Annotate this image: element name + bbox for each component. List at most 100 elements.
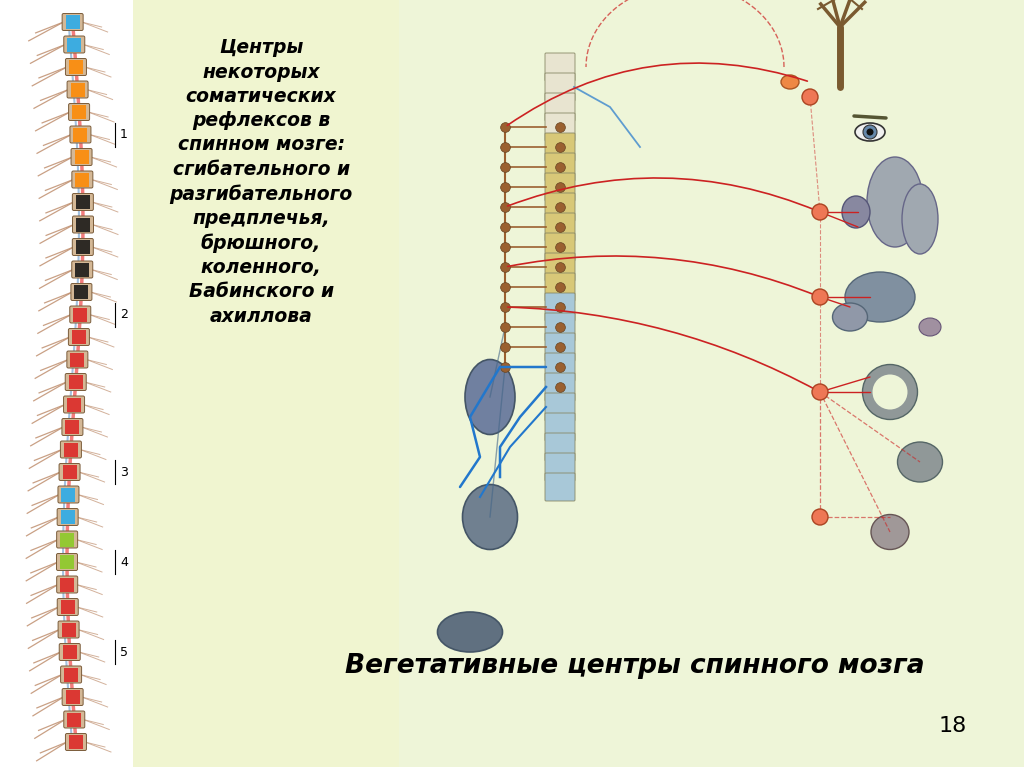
Ellipse shape xyxy=(465,360,515,434)
FancyBboxPatch shape xyxy=(76,195,90,209)
FancyBboxPatch shape xyxy=(72,261,93,278)
Ellipse shape xyxy=(897,442,942,482)
Ellipse shape xyxy=(919,318,941,336)
FancyBboxPatch shape xyxy=(76,240,90,254)
Ellipse shape xyxy=(812,384,828,400)
FancyBboxPatch shape xyxy=(68,713,81,726)
FancyBboxPatch shape xyxy=(63,711,85,728)
Text: 2: 2 xyxy=(120,308,128,321)
FancyBboxPatch shape xyxy=(62,689,83,706)
FancyBboxPatch shape xyxy=(63,36,85,53)
FancyBboxPatch shape xyxy=(75,285,88,299)
FancyBboxPatch shape xyxy=(69,104,89,120)
Text: 1: 1 xyxy=(120,128,128,141)
FancyBboxPatch shape xyxy=(65,667,78,682)
Ellipse shape xyxy=(842,196,870,228)
FancyBboxPatch shape xyxy=(66,15,80,29)
FancyBboxPatch shape xyxy=(70,306,91,323)
FancyBboxPatch shape xyxy=(69,60,83,74)
FancyBboxPatch shape xyxy=(72,330,86,344)
FancyBboxPatch shape xyxy=(59,463,80,480)
FancyBboxPatch shape xyxy=(545,333,575,361)
FancyBboxPatch shape xyxy=(545,73,575,101)
Ellipse shape xyxy=(872,374,907,410)
Bar xyxy=(133,0,399,767)
FancyBboxPatch shape xyxy=(545,213,575,241)
FancyBboxPatch shape xyxy=(57,598,78,615)
FancyBboxPatch shape xyxy=(60,510,75,524)
Ellipse shape xyxy=(802,89,818,105)
FancyBboxPatch shape xyxy=(545,313,575,341)
FancyBboxPatch shape xyxy=(545,353,575,381)
FancyBboxPatch shape xyxy=(545,133,575,161)
Text: 3: 3 xyxy=(120,466,128,479)
FancyBboxPatch shape xyxy=(60,532,74,547)
FancyBboxPatch shape xyxy=(72,105,86,119)
FancyBboxPatch shape xyxy=(61,623,76,637)
FancyBboxPatch shape xyxy=(69,375,83,389)
FancyBboxPatch shape xyxy=(545,293,575,321)
FancyBboxPatch shape xyxy=(63,443,78,456)
Text: Вегетативные центры спинного мозга: Вегетативные центры спинного мозга xyxy=(345,653,925,679)
Ellipse shape xyxy=(866,129,873,136)
FancyBboxPatch shape xyxy=(60,578,74,591)
FancyBboxPatch shape xyxy=(69,735,83,749)
FancyBboxPatch shape xyxy=(545,53,575,81)
FancyBboxPatch shape xyxy=(545,273,575,301)
FancyBboxPatch shape xyxy=(67,351,88,368)
Ellipse shape xyxy=(812,289,828,305)
Text: 4: 4 xyxy=(120,555,128,568)
Ellipse shape xyxy=(845,272,915,322)
FancyBboxPatch shape xyxy=(75,150,88,164)
FancyBboxPatch shape xyxy=(73,216,93,233)
Text: 5: 5 xyxy=(120,646,128,659)
FancyBboxPatch shape xyxy=(545,413,575,441)
Ellipse shape xyxy=(833,303,867,331)
FancyBboxPatch shape xyxy=(545,113,575,141)
FancyBboxPatch shape xyxy=(71,353,84,367)
FancyBboxPatch shape xyxy=(56,531,78,548)
FancyBboxPatch shape xyxy=(66,420,80,434)
FancyBboxPatch shape xyxy=(58,621,79,638)
FancyBboxPatch shape xyxy=(66,690,80,704)
Bar xyxy=(399,0,1024,767)
Ellipse shape xyxy=(862,364,918,420)
Ellipse shape xyxy=(863,125,877,139)
FancyBboxPatch shape xyxy=(60,666,82,683)
FancyBboxPatch shape xyxy=(545,473,575,501)
FancyBboxPatch shape xyxy=(76,173,89,186)
FancyBboxPatch shape xyxy=(60,600,75,614)
FancyBboxPatch shape xyxy=(60,555,74,569)
FancyBboxPatch shape xyxy=(545,253,575,281)
FancyBboxPatch shape xyxy=(73,193,93,210)
FancyBboxPatch shape xyxy=(58,486,79,503)
Ellipse shape xyxy=(437,612,503,652)
Ellipse shape xyxy=(871,515,909,549)
FancyBboxPatch shape xyxy=(76,218,90,232)
FancyBboxPatch shape xyxy=(545,193,575,221)
FancyBboxPatch shape xyxy=(66,374,86,390)
FancyBboxPatch shape xyxy=(59,644,80,660)
Ellipse shape xyxy=(855,123,885,141)
FancyBboxPatch shape xyxy=(56,576,78,593)
FancyBboxPatch shape xyxy=(68,38,81,51)
FancyBboxPatch shape xyxy=(63,396,85,413)
Ellipse shape xyxy=(463,485,517,549)
FancyBboxPatch shape xyxy=(545,153,575,181)
FancyBboxPatch shape xyxy=(66,733,86,750)
Text: Центры
некоторых
соматических
рефлексов в
спинном мозге:
сгибательного и
разгиба: Центры некоторых соматических рефлексов … xyxy=(170,38,352,326)
FancyBboxPatch shape xyxy=(72,171,93,188)
FancyBboxPatch shape xyxy=(545,393,575,421)
FancyBboxPatch shape xyxy=(69,328,89,345)
FancyBboxPatch shape xyxy=(62,465,77,479)
Ellipse shape xyxy=(812,204,828,220)
FancyBboxPatch shape xyxy=(545,93,575,121)
FancyBboxPatch shape xyxy=(57,509,78,525)
FancyBboxPatch shape xyxy=(61,488,76,502)
FancyBboxPatch shape xyxy=(62,645,77,659)
FancyBboxPatch shape xyxy=(66,58,86,75)
FancyBboxPatch shape xyxy=(74,308,87,321)
FancyBboxPatch shape xyxy=(68,81,88,98)
FancyBboxPatch shape xyxy=(73,239,93,255)
FancyBboxPatch shape xyxy=(71,83,85,97)
